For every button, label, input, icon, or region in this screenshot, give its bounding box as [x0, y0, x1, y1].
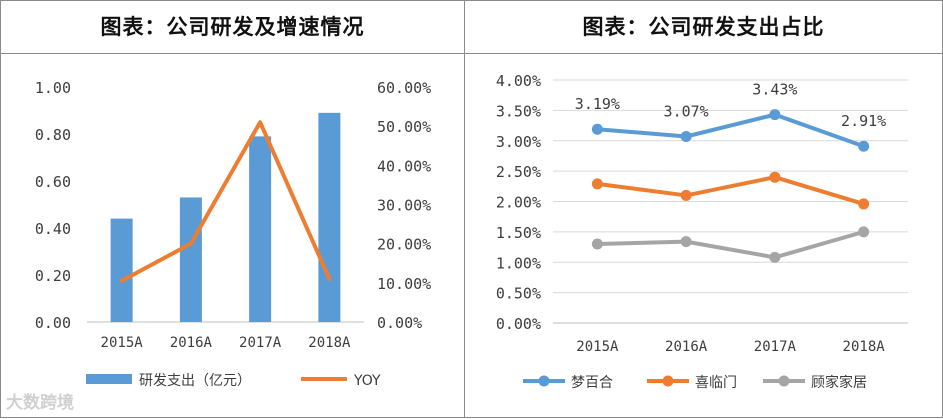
- y-left-tick-label: 0.00: [35, 314, 71, 332]
- marker-series-2: [858, 198, 870, 210]
- watermark: 大数跨境: [6, 393, 74, 413]
- chart-title-right: 图表：公司研发支出占比: [465, 1, 942, 54]
- y-left-tick-label: 0.40: [35, 220, 71, 238]
- y-left-tick-label: 1.00: [35, 79, 71, 97]
- y-tick-label: 2.00%: [496, 194, 541, 212]
- legend-label-1: 梦百合: [571, 375, 613, 391]
- x-tick-label: 2016A: [170, 335, 213, 351]
- line-series-3: [597, 229, 865, 260]
- marker-series-3: [680, 236, 692, 248]
- legend-left: 研发支出（亿元） YOY: [86, 373, 381, 389]
- legend-label-bar: 研发支出（亿元）: [139, 373, 251, 389]
- chart-rd-ratio: 0.00% 0.50% 1.00% 1.50% 2.00% 2.50% 3.00% 3.50%…: [496, 72, 908, 391]
- x-tick-label: 2017A: [754, 339, 797, 355]
- legend-marker-1: [538, 375, 550, 387]
- data-label: 3.19%: [575, 95, 620, 113]
- legend-swatch-bar: [86, 374, 132, 384]
- line-series-2: [597, 175, 865, 206]
- y-tick-label: 4.00%: [496, 72, 541, 90]
- marker-series-2: [680, 189, 692, 201]
- marker-series-2: [769, 171, 781, 183]
- y-right-tick-label: 10.00%: [377, 275, 431, 293]
- chart-rd-growth: 0.00 0.20 0.40 0.60 0.80 1.00 0.00% 10.00% 20.00…: [35, 79, 431, 389]
- y-tick-label: 3.00%: [496, 133, 541, 151]
- y-right-tick-label: 40.00%: [377, 157, 431, 175]
- y-right-tick-label: 50.00%: [377, 118, 431, 136]
- marker-series-1: [680, 130, 692, 142]
- marker-series-1: [769, 109, 781, 121]
- y-left-tick-label: 0.60: [35, 173, 71, 191]
- legend-label-2: 喜临门: [695, 375, 737, 391]
- x-tick-label: 2015A: [101, 335, 144, 351]
- bar-rd-expense: [110, 218, 133, 322]
- line-series-1: [597, 112, 865, 149]
- marker-series-3: [769, 251, 781, 263]
- y-right-tick-label: 20.00%: [377, 236, 431, 254]
- y-tick-label: 1.00%: [496, 254, 541, 272]
- legend-right: 梦百合 喜临门 顾家家居: [523, 374, 867, 391]
- chart-title-left: 图表：公司研发及增速情况: [1, 1, 464, 54]
- x-tick-label: 2017A: [239, 335, 282, 351]
- y-tick-label: 0.50%: [496, 285, 541, 303]
- chart-panel-rd-growth: 图表：公司研发及增速情况 0.00 0.20 0.40 0.60 0.80 1.00 0.0…: [0, 0, 465, 418]
- bar-rd-expense: [318, 112, 341, 322]
- y-left-tick-label: 0.20: [35, 267, 71, 285]
- y-right-tick-label: 30.00%: [377, 197, 431, 215]
- marker-series-1: [591, 123, 603, 135]
- x-tick-label: 2018A: [308, 335, 351, 351]
- y-tick-label: 1.50%: [496, 224, 541, 242]
- data-label: 2.91%: [841, 112, 886, 130]
- bar-rd-expense: [249, 136, 272, 322]
- marker-series-3: [858, 226, 870, 238]
- y-tick-label: 3.50%: [496, 102, 541, 120]
- data-label: 3.07%: [664, 102, 709, 120]
- y-right-tick-label: 60.00%: [377, 79, 431, 97]
- legend-label-yoy: YOY: [353, 373, 381, 389]
- y-right-tick-label: 0.00%: [377, 314, 422, 332]
- x-tick-label: 2016A: [665, 339, 708, 355]
- line-yoy: [119, 120, 332, 283]
- marker-series-1: [858, 140, 870, 152]
- marker-series-3: [591, 238, 603, 250]
- chart-panel-rd-ratio: 图表：公司研发支出占比 0.00% 0.50% 1.00% 1.50% 2.00% 2.5…: [464, 0, 943, 418]
- x-tick-label: 2018A: [843, 339, 886, 355]
- bar-rd-expense: [179, 197, 202, 322]
- legend-marker-3: [778, 375, 790, 387]
- legend-marker-2: [662, 375, 674, 387]
- y-tick-label: 2.50%: [496, 163, 541, 181]
- data-label: 3.43%: [752, 81, 797, 99]
- x-tick-label: 2015A: [576, 339, 619, 355]
- y-left-tick-label: 0.80: [35, 126, 71, 144]
- marker-series-2: [591, 178, 603, 190]
- legend-label-3: 顾家家居: [811, 374, 867, 391]
- y-tick-label: 0.00%: [496, 315, 541, 333]
